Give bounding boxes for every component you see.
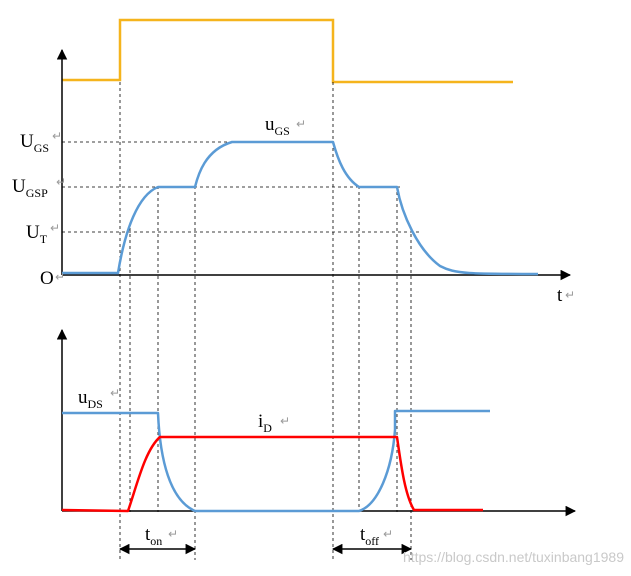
level-guides: [62, 141, 420, 233]
uds-curve: [62, 409, 490, 513]
t-axis-label: t: [557, 285, 563, 306]
return-mark: ↵: [565, 288, 575, 302]
id-curve: [61, 435, 483, 513]
ut-level-label: UT: [26, 222, 48, 246]
return-mark: ↵: [168, 527, 178, 541]
gate-drive-pulse: [62, 18, 513, 84]
ugs-level-label: UGS: [20, 131, 49, 155]
return-mark: ↵: [55, 270, 65, 284]
return-mark: ↵: [383, 527, 393, 541]
return-mark: ↵: [296, 117, 306, 131]
id-curve-label: iD: [258, 411, 272, 435]
watermark: https://blog.csdn.net/tuxinbang1989: [403, 549, 624, 565]
origin-label: O: [40, 268, 54, 289]
return-mark: ↵: [110, 386, 120, 400]
return-mark: ↵: [50, 221, 60, 235]
ugs-curve: [62, 140, 539, 276]
toff-label: toff: [360, 524, 379, 548]
return-mark: ↵: [52, 129, 62, 143]
ton-label: ton: [145, 524, 162, 548]
return-mark: ↵: [280, 414, 290, 428]
time-guides: [119, 82, 412, 560]
return-mark: ↵: [56, 175, 66, 189]
ugsp-level-label: UGSP: [12, 176, 48, 200]
uds-curve-label: uDS: [78, 387, 103, 411]
ugs-curve-label: uGS: [265, 114, 290, 138]
